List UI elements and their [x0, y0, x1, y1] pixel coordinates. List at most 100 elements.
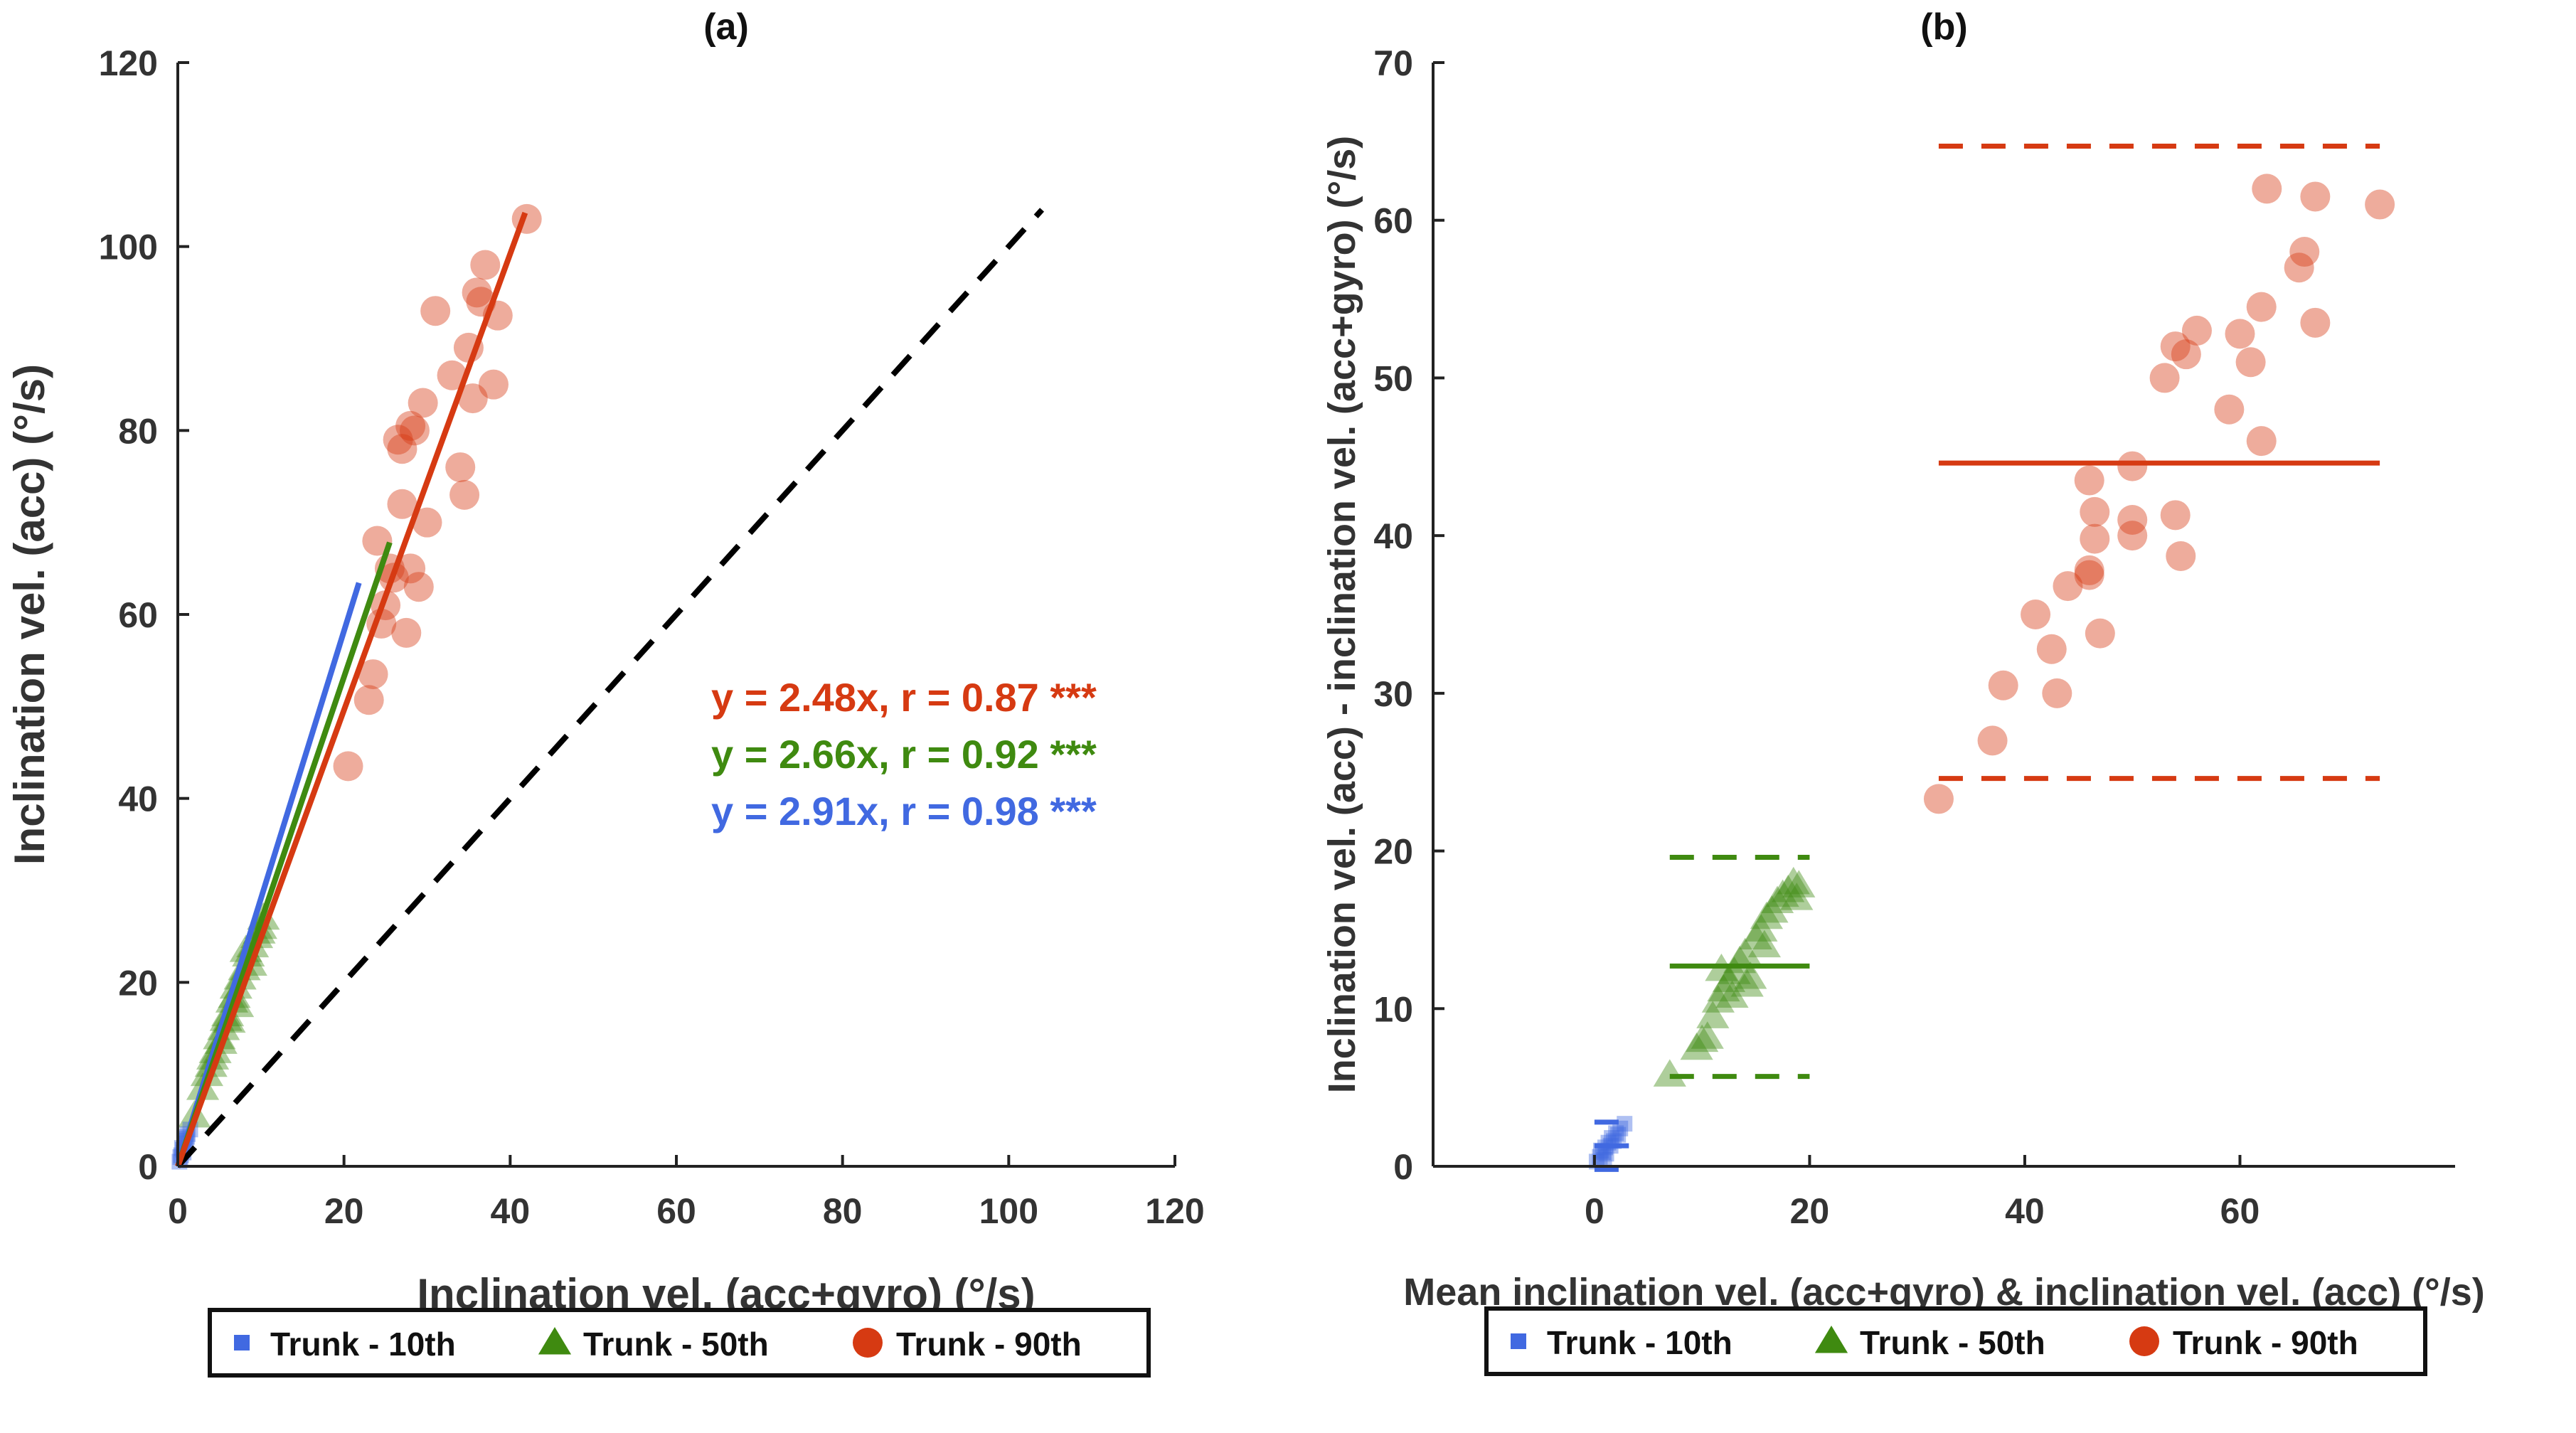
- data-point-circle: [408, 388, 438, 418]
- legend-label: Trunk - 10th: [1547, 1324, 1733, 1361]
- data-point-circle: [2160, 500, 2191, 531]
- x-tick-label: 100: [979, 1191, 1038, 1231]
- data-point-triangle: [1766, 879, 1799, 907]
- data-point-circle: [2149, 363, 2180, 393]
- y-tick-label: 0: [1393, 1147, 1413, 1187]
- data-point-circle: [412, 507, 442, 538]
- data-point-circle: [2074, 555, 2104, 585]
- data-point-square: [1610, 1126, 1627, 1143]
- legend-a: Trunk - 10th Trunk - 50th Trunk - 90th: [208, 1308, 1151, 1378]
- data-point-circle: [2171, 339, 2201, 370]
- y-tick-label: 40: [1373, 516, 1413, 556]
- legend-b: Trunk - 10th Trunk - 50th Trunk - 90th: [1484, 1306, 2427, 1376]
- y-tick-label: 40: [118, 779, 158, 819]
- legend-label: Trunk - 50th: [1860, 1324, 2045, 1361]
- data-point-circle: [403, 572, 434, 602]
- data-point-circle: [2036, 634, 2067, 664]
- chart-title: (b): [1920, 6, 1967, 48]
- data-point-circle: [2235, 347, 2266, 378]
- x-tick-label: 120: [1145, 1191, 1204, 1231]
- data-point-circle: [449, 479, 480, 510]
- data-point-circle: [395, 410, 426, 441]
- chart-title: (a): [703, 6, 749, 48]
- data-point-triangle: [1691, 1021, 1724, 1049]
- y-tick-label: 10: [1373, 989, 1413, 1029]
- y-tick-label: 30: [1373, 674, 1413, 714]
- data-point-circle: [353, 685, 384, 715]
- x-tick-label: 0: [168, 1191, 188, 1231]
- y-axis-label: Inclination vel. (acc) - inclination vel…: [1321, 136, 1363, 1093]
- fit-annotation: y = 2.48x, r = 0.87 ***: [711, 675, 1097, 720]
- data-point-circle: [399, 415, 430, 446]
- data-point-circle: [1923, 784, 1954, 814]
- data-point-triangle: [1750, 901, 1784, 929]
- x-tick-label: 20: [1790, 1191, 1830, 1231]
- legend-marker: [1511, 1333, 1526, 1349]
- data-point-circle: [2021, 600, 2051, 629]
- y-tick-label: 20: [1373, 832, 1413, 872]
- data-point-circle: [2289, 237, 2320, 267]
- y-axis-label: Inclination vel. (acc) (°/s): [6, 364, 53, 865]
- y-tick-label: 70: [1373, 43, 1413, 83]
- fit-line: [175, 211, 528, 1168]
- data-point-circle: [358, 659, 388, 690]
- data-point-circle: [2074, 560, 2104, 590]
- data-point-triangle: [1696, 1001, 1730, 1028]
- data-point-triangle: [1715, 980, 1749, 1008]
- data-point-circle: [478, 369, 509, 400]
- data-point-circle: [333, 751, 363, 782]
- legend-label: Trunk - 90th: [896, 1326, 1082, 1363]
- data-point-circle: [462, 277, 492, 308]
- data-point-triangle: [1707, 974, 1740, 1002]
- data-point-circle: [2085, 618, 2115, 649]
- data-point-triangle: [1653, 1059, 1686, 1087]
- data-point-circle: [2246, 292, 2277, 322]
- data-point-circle: [2246, 426, 2277, 457]
- x-tick-label: 80: [823, 1191, 863, 1231]
- panel-a: y = 2.48x, r = 0.87 *** y = 2.66x, r = 0.…: [6, 6, 1205, 1318]
- y-tick-label: 50: [1373, 358, 1413, 398]
- data-point-circle: [2117, 504, 2148, 535]
- data-point-triangle: [1730, 969, 1764, 997]
- data-point-square: [1598, 1146, 1614, 1162]
- data-point-circle: [2117, 451, 2148, 481]
- fit-annotation: y = 2.66x, r = 0.92 ***: [711, 732, 1097, 777]
- data-point-circle: [383, 425, 413, 455]
- data-point-circle: [1988, 670, 2018, 700]
- legend-label: Trunk - 10th: [270, 1326, 456, 1363]
- data-point-circle: [2300, 307, 2331, 338]
- data-point-circle: [420, 296, 451, 326]
- data-point-circle: [2181, 315, 2212, 346]
- data-point-circle: [387, 489, 417, 519]
- data-point-circle: [395, 553, 426, 584]
- data-point-circle: [2080, 523, 2110, 554]
- y-tick-label: 60: [118, 595, 158, 635]
- x-tick-label: 40: [2005, 1191, 2045, 1231]
- data-point-triangle: [1734, 961, 1767, 989]
- data-point-circle: [1977, 725, 2008, 756]
- data-point-circle: [2225, 319, 2255, 349]
- data-point-circle: [2214, 394, 2245, 425]
- data-point-square: [1592, 1149, 1608, 1165]
- data-point-triangle: [1728, 937, 1762, 966]
- legend-marker: [538, 1327, 572, 1355]
- data-point-square: [1596, 1152, 1612, 1168]
- data-point-circle: [2053, 571, 2083, 602]
- y-tick-label: 0: [138, 1147, 158, 1187]
- x-tick-label: 60: [2220, 1191, 2260, 1231]
- data-point-triangle: [1701, 985, 1735, 1013]
- data-point-circle: [470, 250, 501, 280]
- fit-annotation: y = 2.91x, r = 0.98 ***: [711, 789, 1097, 833]
- data-point-circle: [2042, 678, 2072, 708]
- y-tick-label: 60: [1373, 201, 1413, 241]
- data-point-triangle: [1772, 875, 1805, 902]
- legend-box: [1484, 1306, 2427, 1376]
- data-point-triangle: [1760, 885, 1794, 914]
- data-point-triangle: [1739, 922, 1772, 950]
- data-point-circle: [391, 617, 422, 648]
- data-point-triangle: [1747, 929, 1781, 958]
- data-point-triangle: [1718, 957, 1751, 984]
- data-point-circle: [2074, 465, 2104, 496]
- data-point-triangle: [1712, 964, 1746, 992]
